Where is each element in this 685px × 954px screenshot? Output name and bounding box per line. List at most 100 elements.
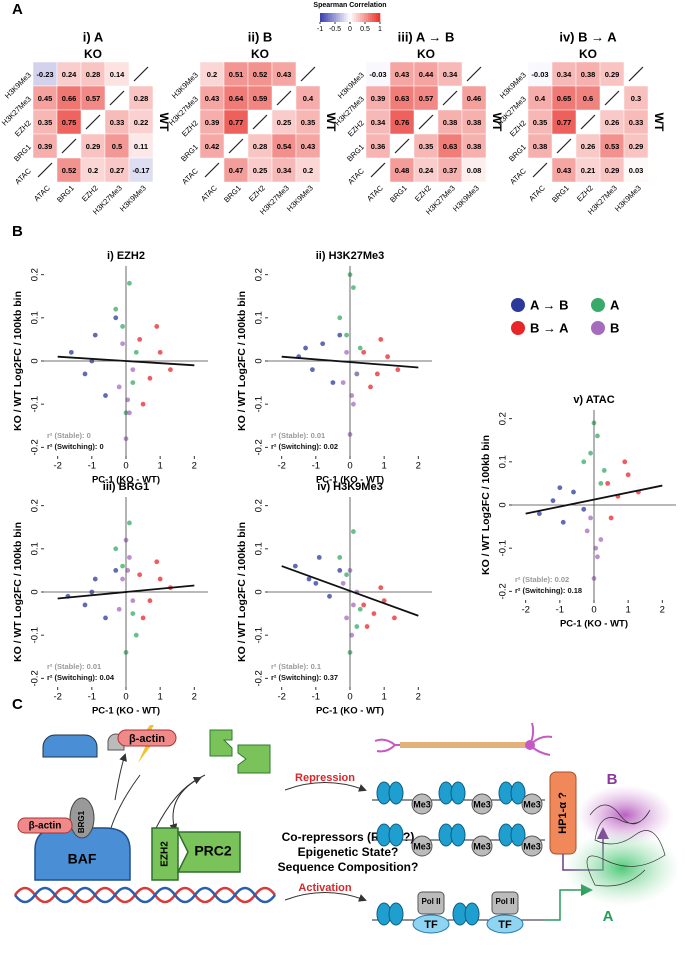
y-tick-label: -0.2: [30, 439, 41, 455]
side-label: WT: [157, 113, 171, 132]
heatmap-title: ii) B: [248, 29, 273, 44]
label: Pol II: [421, 897, 440, 906]
colorbar-step: [348, 13, 351, 22]
heatmap-cell: [271, 61, 297, 87]
cell-label: 0.5: [112, 142, 122, 151]
heatmap-cell: [104, 157, 130, 183]
arrow: [284, 892, 367, 902]
diagonal-slash: [532, 162, 548, 178]
legend-swatch: [511, 321, 525, 335]
cell-label: 0.29: [629, 142, 644, 151]
x-tick-label: -1: [312, 692, 320, 703]
heatmap-cell: [413, 61, 439, 87]
point: [140, 401, 146, 407]
colorbar-step: [322, 13, 325, 22]
cell-label: 0.63: [395, 94, 410, 103]
point: [103, 615, 108, 621]
point: [625, 472, 631, 478]
heatmap-cell: [623, 133, 649, 159]
x-tick-label: -1: [556, 605, 564, 616]
heatmap-cell: [32, 85, 58, 111]
col-label: H3K9Me3: [451, 183, 481, 213]
cell-label: 0.48: [395, 166, 410, 175]
legend-label: A → B: [530, 297, 569, 312]
chromatin-fiber: [586, 804, 666, 887]
y-tick-label: 0.2: [30, 268, 41, 281]
pol2: [417, 891, 445, 915]
point: [354, 371, 360, 377]
x-tick-label: -2: [277, 461, 285, 472]
heatmap-cell: [104, 133, 130, 159]
heatmap-cell: [271, 157, 297, 183]
neuron: [400, 742, 528, 748]
point: [344, 615, 349, 621]
point: [120, 341, 125, 347]
diagonal-slash: [228, 138, 244, 154]
heatmap-cell: [575, 133, 601, 159]
cell-label: 0.59: [253, 94, 268, 103]
col-label: BRG1: [55, 183, 76, 204]
heatmap-cell: [551, 61, 577, 87]
diagonal-slash: [252, 114, 268, 130]
cell-label: 0.52: [253, 70, 268, 79]
col-label: BRG1: [388, 183, 409, 204]
y-tick-label: 0.2: [30, 499, 41, 512]
point: [550, 498, 556, 504]
point: [292, 563, 298, 569]
label: BRG1: [77, 810, 86, 833]
colorbar-step: [332, 13, 335, 22]
cell-label: 0.76: [395, 118, 410, 127]
heatmap-cell: [247, 133, 273, 159]
diagonal-slash: [604, 90, 620, 106]
y-tick-label: -0.1: [30, 396, 41, 412]
heatmap-cell: [223, 61, 249, 87]
point: [120, 324, 125, 329]
y-axis-label: KO / WT Log2FC / 100kb bin: [236, 522, 248, 662]
y-tick-label: 0: [30, 358, 41, 363]
heatmap-cell: [56, 157, 82, 183]
scatter-title: ii) H3K27Me3: [316, 250, 384, 262]
cell-label: 0.34: [277, 166, 292, 175]
cell-label: 0.39: [205, 118, 220, 127]
x-tick-label: 0: [591, 605, 596, 616]
heatmap-cell: [461, 109, 487, 135]
row-label: H3K9Me3: [3, 70, 33, 100]
cell-label: 0.28: [134, 94, 149, 103]
cell-label: 0.38: [443, 118, 458, 127]
fit-line: [281, 565, 419, 617]
arrow: [169, 774, 206, 832]
point: [125, 397, 131, 403]
col-label: BRG1: [550, 183, 571, 204]
point: [368, 384, 373, 390]
x-tick-label: -1: [88, 461, 96, 472]
cell-label: 0.35: [38, 118, 53, 127]
brg1: [69, 797, 95, 839]
col-label: ATAC: [527, 183, 547, 203]
label: B: [607, 771, 618, 788]
point: [364, 624, 370, 629]
point: [349, 632, 355, 638]
r2-stable: r² (Stable): 0.02: [515, 575, 569, 584]
colorbar-tick-label: 1: [378, 26, 382, 33]
arrow: [114, 753, 127, 801]
cell-label: 0.25: [253, 166, 268, 175]
heatmap-cell: [389, 85, 415, 111]
neuron: [374, 722, 553, 756]
colorbar-step: [320, 13, 323, 22]
point: [140, 615, 146, 621]
heatmap-cell: [437, 61, 463, 87]
y-tick-label: -0.1: [254, 627, 265, 643]
panel-label: A: [12, 1, 23, 18]
cell-label: 0.6: [583, 94, 593, 103]
heatmap-cell: [56, 61, 82, 87]
legend-swatch: [591, 298, 605, 312]
col-label: EZH2: [80, 183, 100, 203]
point: [608, 515, 614, 521]
col-label: BRG1: [222, 183, 243, 204]
colorbar-step: [330, 13, 333, 22]
diagonal-slash: [204, 162, 220, 178]
point: [316, 555, 322, 560]
point: [395, 367, 401, 373]
label: Me3: [523, 841, 541, 851]
heatmap-cell: [575, 157, 601, 183]
